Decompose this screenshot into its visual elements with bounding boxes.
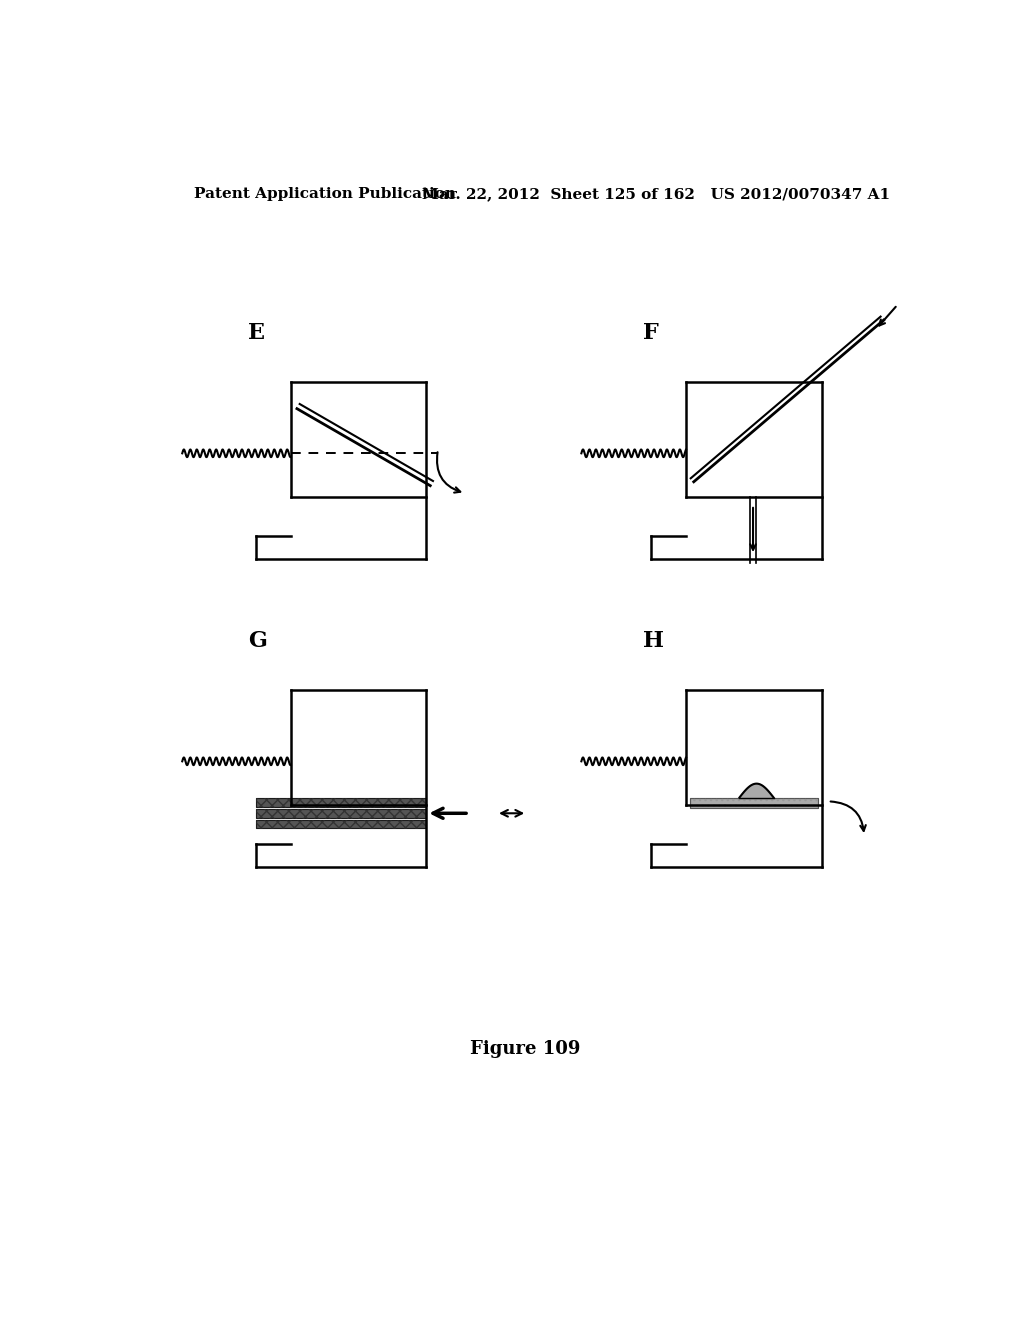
Bar bbox=[690, 797, 818, 808]
Text: Patent Application Publication: Patent Application Publication bbox=[194, 187, 456, 201]
Text: H: H bbox=[643, 631, 665, 652]
Bar bbox=[256, 809, 426, 817]
Polygon shape bbox=[739, 784, 773, 797]
Bar bbox=[256, 799, 426, 807]
Bar bbox=[690, 797, 818, 808]
Text: Figure 109: Figure 109 bbox=[470, 1040, 580, 1059]
Text: E: E bbox=[248, 322, 265, 345]
Text: G: G bbox=[248, 631, 267, 652]
Bar bbox=[256, 809, 426, 817]
Text: Mar. 22, 2012  Sheet 125 of 162   US 2012/0070347 A1: Mar. 22, 2012 Sheet 125 of 162 US 2012/0… bbox=[423, 187, 891, 201]
Bar bbox=[256, 820, 426, 829]
Bar bbox=[256, 799, 426, 807]
Text: F: F bbox=[643, 322, 659, 345]
Bar bbox=[256, 820, 426, 829]
